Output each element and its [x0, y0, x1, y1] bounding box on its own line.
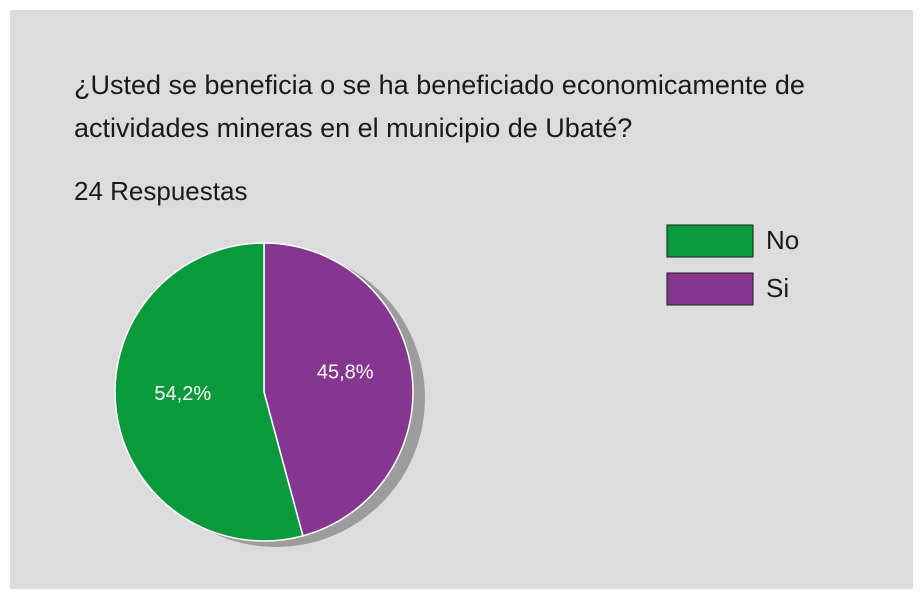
data-label: 45,8%: [317, 361, 374, 383]
legend-label: No: [766, 225, 799, 255]
legend-label: Si: [766, 273, 789, 303]
legend-swatch: [666, 272, 754, 306]
data-label: 54,2%: [154, 383, 211, 405]
pie-slice: [263, 242, 414, 537]
chart-subtitle: 24 Respuestas: [74, 176, 248, 206]
pie-slice: [114, 242, 304, 542]
chart-title: ¿Usted se beneficia o se ha beneficiado …: [74, 70, 805, 143]
legend-swatch: [666, 224, 754, 258]
